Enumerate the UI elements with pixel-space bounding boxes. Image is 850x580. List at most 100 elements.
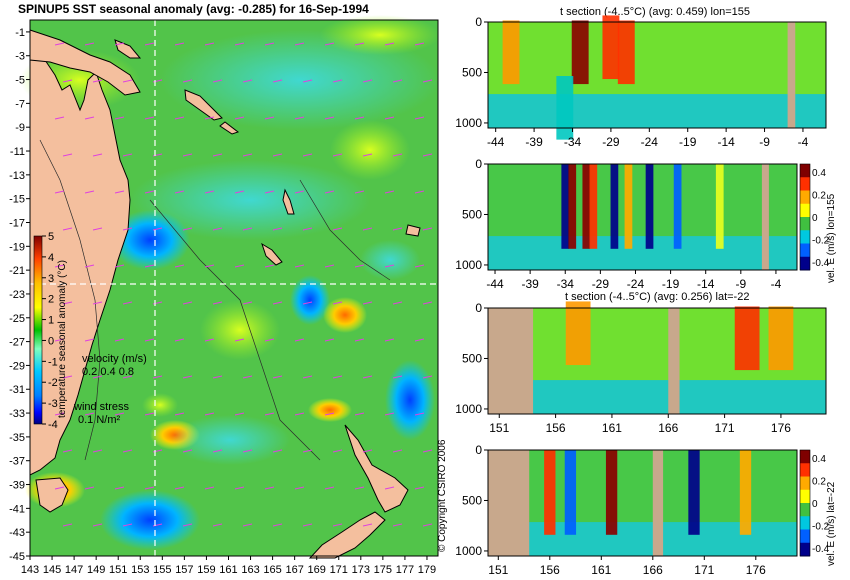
wind-arrow — [92, 79, 103, 83]
wind-arrow — [324, 42, 335, 46]
temperature-cell — [602, 15, 620, 80]
section-x-tick-label: 161 — [602, 421, 622, 435]
wind-arrow — [422, 227, 433, 231]
wind-arrow — [422, 375, 433, 379]
wind-arrow — [182, 153, 193, 157]
wind-arrow — [174, 412, 185, 416]
wind-arrow — [354, 116, 365, 120]
wind-arrow — [114, 486, 125, 490]
wind-arrow — [324, 264, 335, 268]
velocity-colorbar-tick-label: 0.2 — [812, 191, 826, 202]
velocity-colorbar-tick-label: 0.4 — [812, 454, 826, 465]
cold-eddy-2 — [290, 275, 330, 325]
wind-arrow — [62, 301, 73, 305]
wind-arrow — [84, 264, 95, 268]
wind-arrow — [384, 486, 395, 490]
map-y-tick-label: -11 — [10, 146, 25, 158]
section-y-tick-label: 500 — [462, 351, 482, 365]
velocity-colorbar-segment — [800, 476, 810, 491]
section-x-tick-label: 156 — [546, 421, 566, 435]
depth-contour — [39, 139, 391, 461]
wind-arrow — [324, 412, 335, 416]
wind-arrow — [332, 375, 343, 379]
map-y-tick-label: -43 — [9, 527, 25, 539]
cold-region-east — [385, 360, 435, 440]
wind-arrow — [414, 190, 425, 194]
wind-arrow — [294, 42, 305, 46]
section-frame — [487, 163, 798, 271]
wind-arrow — [204, 412, 215, 416]
wind-arrow — [92, 301, 103, 305]
wind-arrow — [272, 301, 283, 305]
wind-arrow — [324, 338, 335, 342]
wind-arrow — [144, 42, 155, 46]
map-y-tick-label: -13 — [9, 170, 25, 182]
wind-arrow — [62, 523, 73, 527]
wind-arrow — [242, 523, 253, 527]
velocity-colorbar-segment — [800, 164, 810, 178]
wind-arrow — [272, 523, 283, 527]
wind-arrow — [234, 190, 245, 194]
wind-arrow — [324, 190, 335, 194]
map-x-tick-label: 175 — [374, 564, 392, 576]
section-x-tick-label: -19 — [679, 135, 697, 149]
tasmania-land — [35, 477, 69, 513]
map-x-tick-label: 149 — [87, 564, 105, 576]
wind-arrow — [92, 153, 103, 157]
wind-arrow — [332, 227, 343, 231]
velocity-colorbar-segment — [800, 230, 810, 244]
wind-arrow — [392, 301, 403, 305]
wind-arrow — [414, 486, 425, 490]
wind-arrow — [182, 449, 193, 453]
wind-arrow — [144, 486, 155, 490]
wind-arrow — [294, 486, 305, 490]
wind-arrow — [294, 412, 305, 416]
section-x-tick-label: -34 — [557, 277, 575, 291]
velocity-colorbar-segment — [800, 217, 810, 231]
wind-arrow — [392, 375, 403, 379]
section-land-mask — [668, 308, 680, 414]
wind-arrow — [114, 338, 125, 342]
wind-arrow — [362, 301, 373, 305]
wind-arrow — [324, 116, 335, 120]
wind-arrow — [362, 79, 373, 83]
wind-arrow — [144, 412, 155, 416]
cool-region-tasman — [170, 415, 290, 465]
wind-arrow — [384, 338, 395, 342]
wind-arrow — [384, 190, 395, 194]
wind-arrow — [182, 301, 193, 305]
map-y-tick-label: -19 — [9, 241, 25, 253]
map-y-tick-label: -33 — [9, 408, 25, 420]
map-colorbar-tick-label: -3 — [48, 398, 58, 410]
velocity-colorbar-segment — [800, 256, 810, 271]
wind-arrow — [84, 42, 95, 46]
vanuatu-land — [282, 188, 295, 215]
wind-arrow — [122, 227, 133, 231]
section-x-tick-label: -29 — [592, 277, 610, 291]
wind-arrow — [174, 264, 185, 268]
wind-arrow — [302, 301, 313, 305]
wind-arrow — [362, 449, 373, 453]
wind-arrow — [84, 338, 95, 342]
map-x-tick-label: 171 — [330, 564, 348, 576]
wind-arrow — [54, 412, 65, 416]
section-x-tick-label: 176 — [746, 563, 766, 577]
wind-arrow — [392, 153, 403, 157]
section-x-tick-label: -9 — [759, 135, 770, 149]
section-land-mask — [652, 450, 664, 556]
map-y-tick-label: -27 — [9, 337, 25, 349]
temperature-cell — [565, 301, 591, 366]
map-colorbar-tick-label: -1 — [48, 356, 58, 368]
map-y-tick-label: -3 — [15, 51, 25, 63]
wind-arrow — [294, 264, 305, 268]
map-colorbar-tick-label: -2 — [48, 377, 58, 389]
map-colorbar — [33, 235, 43, 425]
wind-arrow — [174, 190, 185, 194]
section-panels: 0 500 1000 -44 -39 -34 -29 -24 -19 -14 -9 -4 0 500 100… — [455, 15, 829, 577]
wind-arrow — [422, 523, 433, 527]
wind-arrow — [422, 301, 433, 305]
wind-arrow — [302, 375, 313, 379]
wind-arrow — [182, 375, 193, 379]
wind-arrow — [264, 264, 275, 268]
velocity-stripe — [610, 164, 619, 249]
